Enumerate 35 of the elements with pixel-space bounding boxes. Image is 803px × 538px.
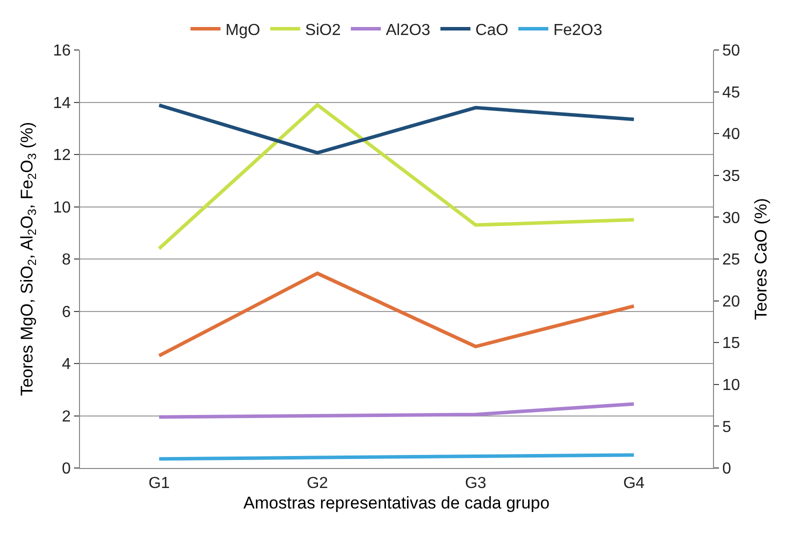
- y2-tick-label: 45: [722, 84, 740, 102]
- legend-label: SiO2: [305, 22, 341, 39]
- y2-tick-label: 5: [722, 418, 732, 436]
- line-series: [157, 402, 636, 419]
- x-tick-label: G4: [623, 475, 645, 492]
- y-tick-label: 4: [62, 356, 71, 374]
- y2-tick-label: 15: [722, 335, 740, 352]
- line-series: [157, 103, 636, 155]
- y-tick-label: 14: [53, 94, 71, 112]
- legend-label: Al2O3: [386, 22, 430, 39]
- y2-tick-label: 0: [722, 460, 732, 478]
- x-tick-label: G2: [306, 475, 328, 492]
- y2-tick-label: 40: [722, 126, 740, 144]
- y-tick-label: 0: [62, 460, 71, 478]
- y-tick-label: 8: [62, 252, 71, 269]
- y2-tick-label: 25: [722, 252, 740, 269]
- y-tick-label: 10: [53, 199, 71, 216]
- line-series: [157, 103, 636, 250]
- legend-label: Fe2O3: [553, 22, 602, 39]
- y2-tick-label: 35: [722, 168, 740, 185]
- y2-tick-label: 20: [722, 293, 740, 310]
- x-tick-label: G1: [148, 475, 170, 492]
- y2-axis-title: Teores CaO (%): [752, 198, 770, 320]
- y-tick-label: 2: [62, 408, 71, 426]
- y-tick-label: 16: [53, 42, 71, 60]
- y2-tick-label: 50: [722, 42, 740, 60]
- line-series: [157, 272, 636, 358]
- y2-tick-label: 30: [722, 210, 740, 227]
- y2-tick-label: 10: [722, 377, 740, 394]
- x-tick-label: G3: [464, 475, 486, 492]
- legend-label: CaO: [475, 22, 508, 39]
- y-tick-label: 6: [62, 304, 71, 321]
- legend-label: MgO: [226, 22, 260, 39]
- y-tick-label: 12: [53, 147, 71, 164]
- x-axis-title: Amostras representativas de cada grupo: [243, 494, 550, 513]
